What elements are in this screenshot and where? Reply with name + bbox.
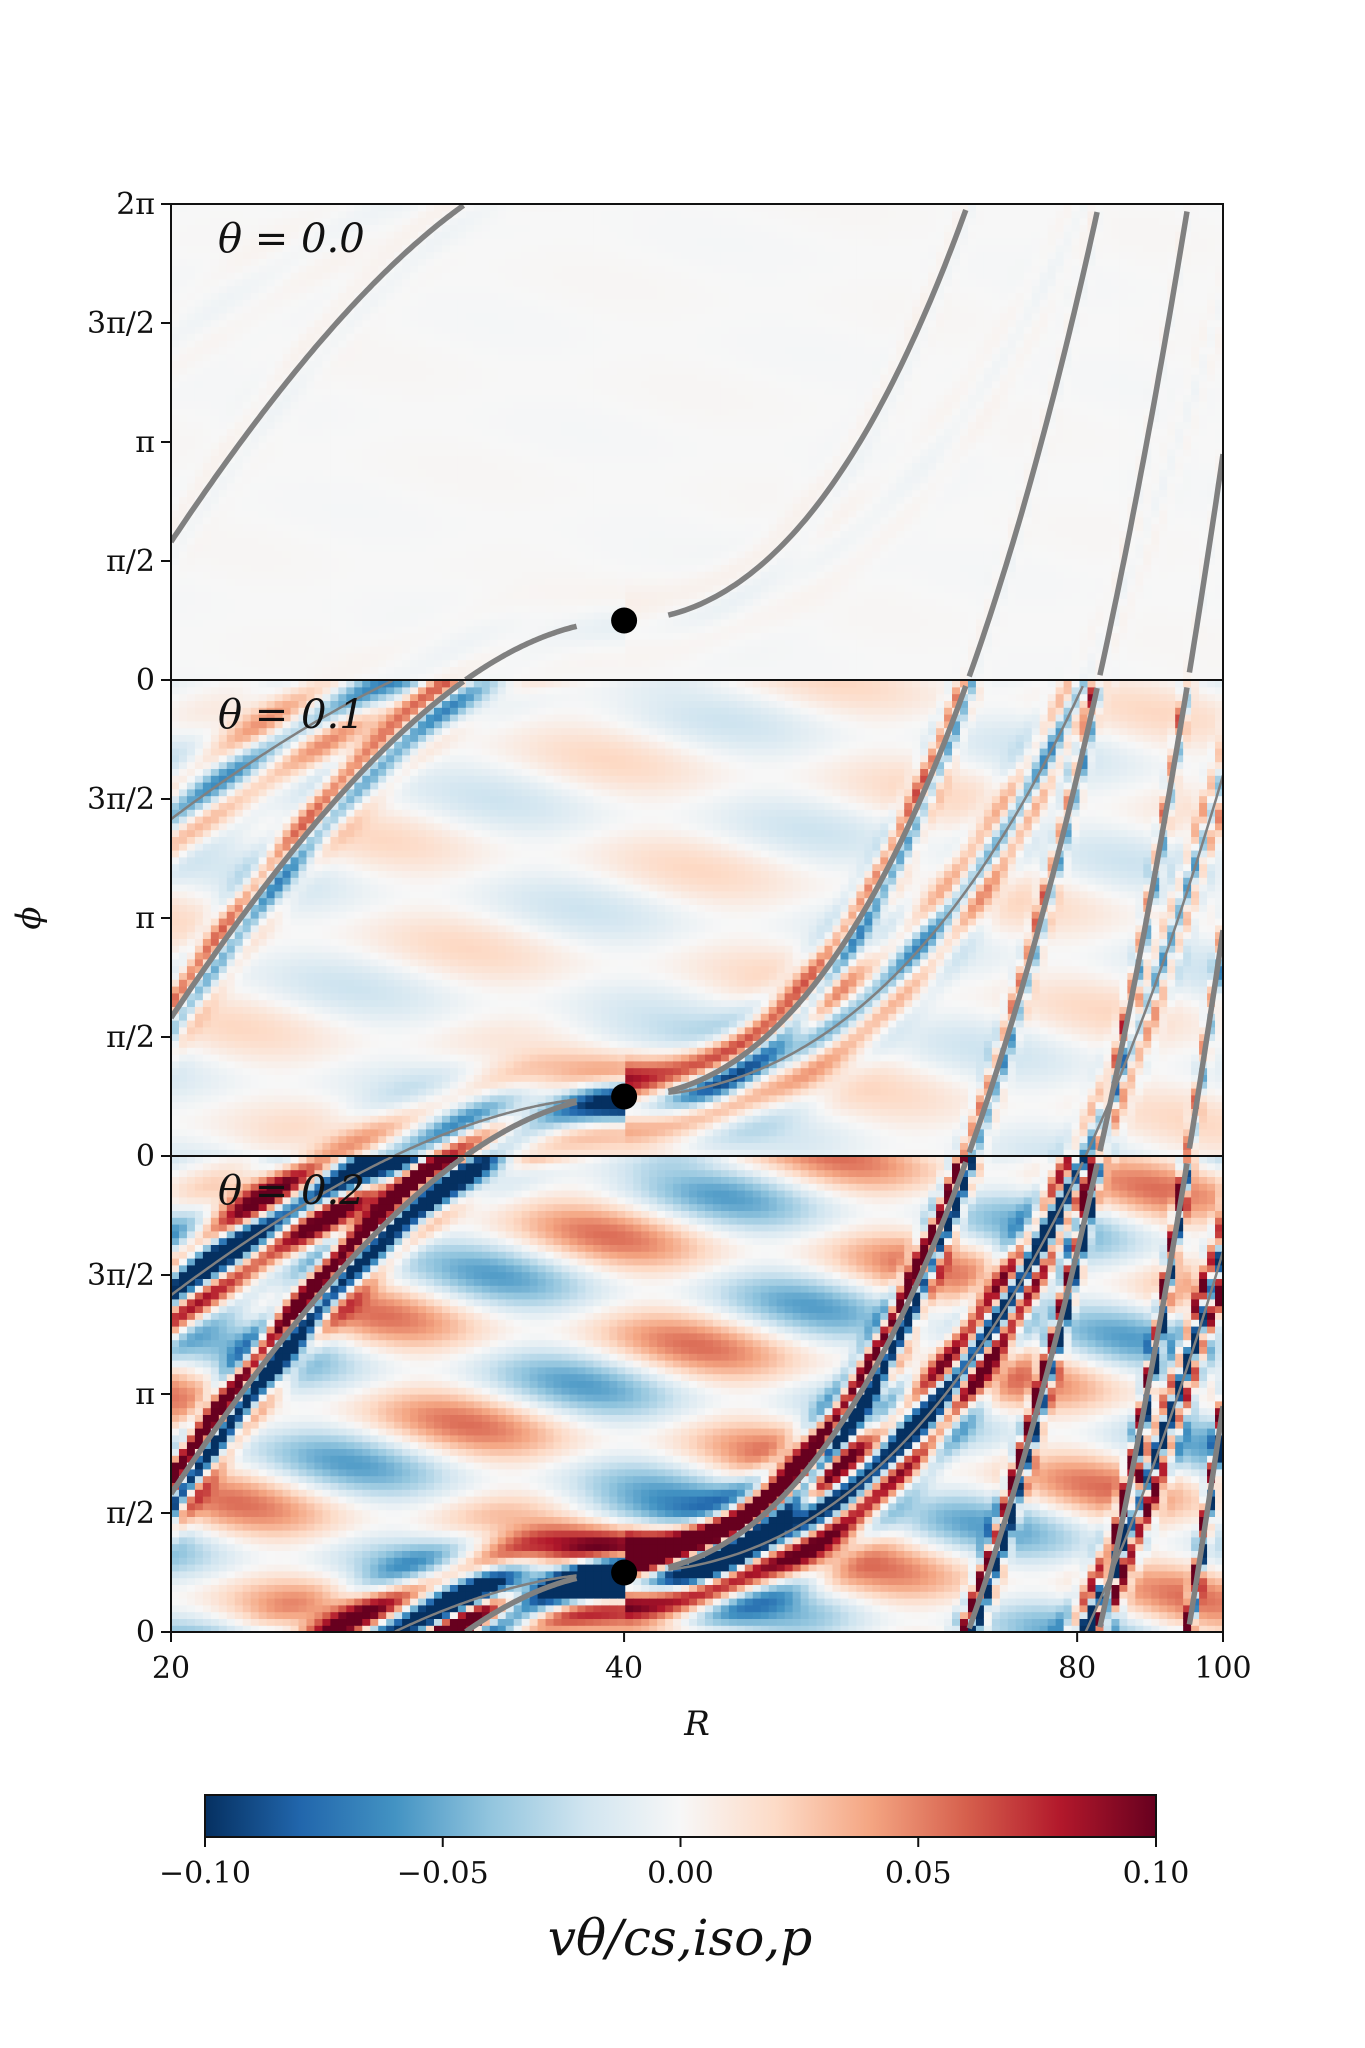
spiral-arm [171, 1156, 578, 1632]
colorbar-tick-label: 0.10 [1123, 1856, 1190, 1891]
spiral-arm [171, 680, 578, 1156]
y-tick-label: 0 [136, 1139, 155, 1174]
spiral-arm [668, 685, 1223, 1156]
spiral-arm [668, 1161, 1223, 1632]
y-axis-label: ϕ [9, 906, 49, 929]
panel-title: θ = 0.2 [218, 1168, 365, 1214]
x-tick-label: 80 [1058, 1651, 1096, 1686]
spiral-arms [171, 204, 1223, 680]
planet-marker [611, 607, 638, 634]
spiral-arm [667, 685, 1223, 1154]
panel-title: θ = 0.0 [218, 216, 365, 262]
panel-theta-0-1: θ = 0.1 [170, 679, 1224, 1157]
spiral-arm [667, 209, 1223, 678]
y-tick-label: 3π/2 [87, 1258, 155, 1293]
spiral-arms [171, 680, 1223, 1156]
panel-theta-0-2: θ = 0.2 [170, 1155, 1224, 1633]
field-map [171, 680, 1223, 1156]
panel-title: θ = 0.1 [218, 692, 365, 738]
y-tick-label: π/2 [106, 1496, 155, 1531]
y-tick-label: 0 [136, 663, 155, 698]
planet-marker [611, 1559, 638, 1586]
y-tick-label: 3π/2 [87, 782, 155, 817]
colorbar-tick-label: −0.10 [159, 1856, 251, 1891]
colorbar-tick-label: 0.05 [885, 1856, 952, 1891]
x-tick-label: 100 [1194, 1651, 1251, 1686]
spiral-arm [171, 1156, 577, 1632]
y-tick-label: π [135, 425, 155, 460]
y-tick-label: π/2 [106, 544, 155, 579]
x-axis-ticks: 20 40 80 100 [152, 1632, 1252, 1686]
y-tick-label: 0 [136, 1615, 155, 1650]
colorbar-label: vθ/cs,iso,p [548, 1909, 812, 1967]
colorbar: −0.10 −0.05 0.00 0.05 0.10 vθ/cs,iso,p [159, 1794, 1189, 1967]
y-axis-ticks: 0 π/2 π 3π/2 2π 0 π/2 π 3π/2 0 π/2 π 3π/2 [87, 187, 171, 1650]
panel-theta-0-0: θ = 0.0 [170, 203, 1224, 681]
x-axis-label: R [683, 1704, 710, 1744]
x-tick-label: 20 [152, 1651, 190, 1686]
y-tick-label: 3π/2 [87, 306, 155, 341]
y-tick-label: π [135, 1377, 155, 1412]
planet-marker [611, 1083, 638, 1110]
y-tick-label: 2π [116, 187, 155, 222]
spiral-arm [171, 680, 577, 1156]
y-tick-label: π [135, 901, 155, 936]
colorbar-tick-label: −0.05 [397, 1856, 489, 1891]
spiral-arm [667, 1161, 1223, 1630]
field-map [171, 1156, 1223, 1632]
spiral-arm [171, 204, 578, 680]
colorbar-tick-label: 0.00 [647, 1856, 714, 1891]
y-tick-label: π/2 [106, 1020, 155, 1055]
x-tick-label: 40 [605, 1651, 643, 1686]
field-map [171, 204, 1223, 680]
spiral-arms [171, 1156, 1223, 1632]
colorbar-ticks: −0.10 −0.05 0.00 0.05 0.10 [159, 1837, 1189, 1891]
